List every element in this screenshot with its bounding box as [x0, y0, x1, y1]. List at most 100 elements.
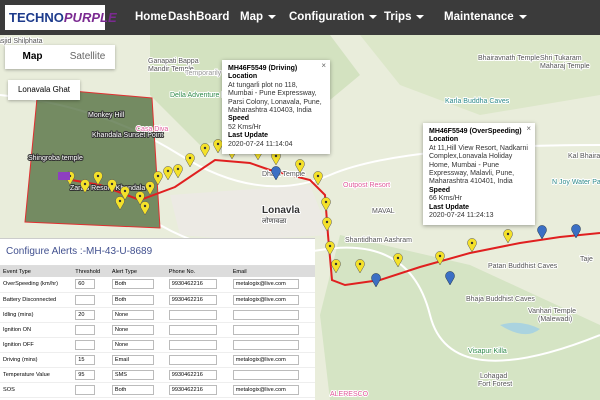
alert-type-select[interactable]: Both — [111, 294, 154, 305]
cell-email — [229, 322, 315, 338]
nav-label: Configuration — [289, 11, 365, 23]
email-input[interactable]: metalogix@live.com — [232, 279, 299, 290]
logo-right: PURPLE — [63, 10, 117, 25]
vehicle-marker[interactable] — [163, 166, 173, 181]
vehicle-marker[interactable] — [115, 196, 125, 211]
pin-dot — [123, 189, 127, 193]
vehicle-marker[interactable] — [153, 171, 163, 186]
vehicle-marker[interactable] — [321, 197, 331, 212]
threshold-input[interactable]: 15 — [75, 354, 96, 365]
alert-type-select[interactable]: Both — [111, 384, 154, 395]
vehicle-marker[interactable] — [200, 143, 210, 158]
cell-threshold — [72, 382, 109, 398]
pin — [271, 166, 281, 181]
map-label: लोणावळा — [262, 216, 287, 225]
threshold-input[interactable] — [75, 294, 96, 305]
email-input[interactable]: metalogix@live.com — [232, 384, 299, 395]
alert-type-select[interactable]: Email — [111, 354, 154, 365]
vehicle-icon[interactable] — [58, 172, 70, 180]
close-button[interactable]: × — [526, 124, 531, 133]
info-location: At tungarli plot no 118, Mumbai - Pune E… — [228, 81, 322, 115]
alert-type-select[interactable]: SMS — [111, 369, 154, 380]
pin-dot — [470, 241, 474, 245]
map-button[interactable]: Map — [22, 51, 43, 62]
vehicle-marker[interactable] — [435, 251, 445, 266]
vehicle-marker[interactable] — [322, 217, 332, 232]
threshold-input[interactable] — [75, 324, 96, 335]
alert-row: Driving (mins) 15 Email metalogix@live.com — [0, 352, 315, 368]
alert-marker[interactable] — [371, 273, 381, 288]
phone-input[interactable] — [168, 339, 217, 350]
map-label: Khandala Sunset Point — [92, 132, 163, 139]
vehicle-marker[interactable] — [173, 164, 183, 179]
threshold-input[interactable]: 20 — [75, 309, 96, 320]
alert-row: Temperature Value 95 SMS 9930462216 — [0, 367, 315, 383]
vehicle-marker[interactable] — [135, 191, 145, 206]
alert-type-select[interactable]: None — [111, 309, 154, 320]
phone-input[interactable] — [168, 354, 217, 365]
threshold-input[interactable] — [75, 339, 96, 350]
map-label: Dham Temple — [262, 171, 305, 178]
column-header: Threshold — [72, 266, 109, 277]
email-input[interactable] — [232, 339, 299, 350]
cell-threshold: 15 — [72, 352, 109, 368]
pin-dot — [148, 184, 152, 188]
nav-item[interactable]: Maintenance — [444, 0, 527, 35]
vehicle-marker[interactable] — [140, 201, 150, 216]
vehicle-marker[interactable] — [145, 181, 155, 196]
alert-marker[interactable] — [445, 271, 455, 286]
nav-item[interactable]: Trips — [384, 0, 425, 35]
vehicle-marker[interactable] — [503, 229, 513, 244]
phone-input[interactable]: 9930462216 — [168, 279, 217, 290]
phone-input[interactable]: 9930462216 — [168, 369, 217, 380]
pin-dot — [110, 182, 114, 186]
nav-item[interactable]: Configuration — [289, 0, 378, 35]
close-button[interactable]: × — [321, 61, 326, 70]
cell-alert: Both — [108, 277, 166, 293]
email-input[interactable]: metalogix@live.com — [232, 294, 299, 305]
alert-marker[interactable] — [271, 166, 281, 181]
phone-input[interactable] — [168, 309, 217, 320]
logo[interactable]: TECHNOPURPLE — [5, 5, 117, 30]
vehicle-marker[interactable] — [93, 171, 103, 186]
vehicle-marker[interactable] — [393, 253, 403, 268]
email-input[interactable]: metalogix@live.com — [232, 354, 299, 365]
vehicle-marker[interactable] — [355, 259, 365, 274]
nav-item[interactable]: DashBoard — [168, 0, 229, 35]
phone-input[interactable]: 9930462216 — [168, 294, 217, 305]
vehicle-marker[interactable] — [185, 153, 195, 168]
vehicle-marker[interactable] — [80, 179, 90, 194]
satellite-button[interactable]: Satellite — [69, 51, 106, 62]
vehicle-marker[interactable] — [107, 179, 117, 194]
vehicle-marker[interactable] — [313, 171, 323, 186]
pin — [120, 186, 130, 201]
threshold-input[interactable] — [75, 384, 96, 395]
alert-marker[interactable] — [571, 224, 581, 239]
vehicle-marker[interactable] — [467, 238, 477, 253]
nav-item[interactable]: Home — [135, 0, 167, 35]
nav-label: Home — [135, 11, 167, 23]
vehicle-marker[interactable] — [325, 241, 335, 256]
alert-type-select[interactable]: Both — [111, 279, 154, 290]
vehicle-marker[interactable] — [331, 259, 341, 274]
pin-dot — [324, 200, 328, 204]
alert-type-select[interactable]: None — [111, 339, 154, 350]
cell-phone — [165, 352, 230, 368]
email-input[interactable] — [232, 369, 299, 380]
cell-phone — [165, 337, 230, 353]
vehicle-marker[interactable] — [120, 186, 130, 201]
threshold-input[interactable]: 95 — [75, 369, 96, 380]
pin-dot — [358, 262, 362, 266]
phone-input[interactable]: 9930462216 — [168, 384, 217, 395]
alert-type-select[interactable]: None — [111, 324, 154, 335]
vehicle-marker[interactable] — [295, 159, 305, 174]
email-input[interactable] — [232, 309, 299, 320]
alert-marker[interactable] — [537, 225, 547, 240]
pin — [140, 201, 150, 216]
threshold-input[interactable]: 60 — [75, 279, 96, 290]
nav-item[interactable]: Map — [240, 0, 276, 35]
email-input[interactable] — [232, 324, 299, 335]
phone-input[interactable] — [168, 324, 217, 335]
cell-alert: Email — [108, 352, 166, 368]
